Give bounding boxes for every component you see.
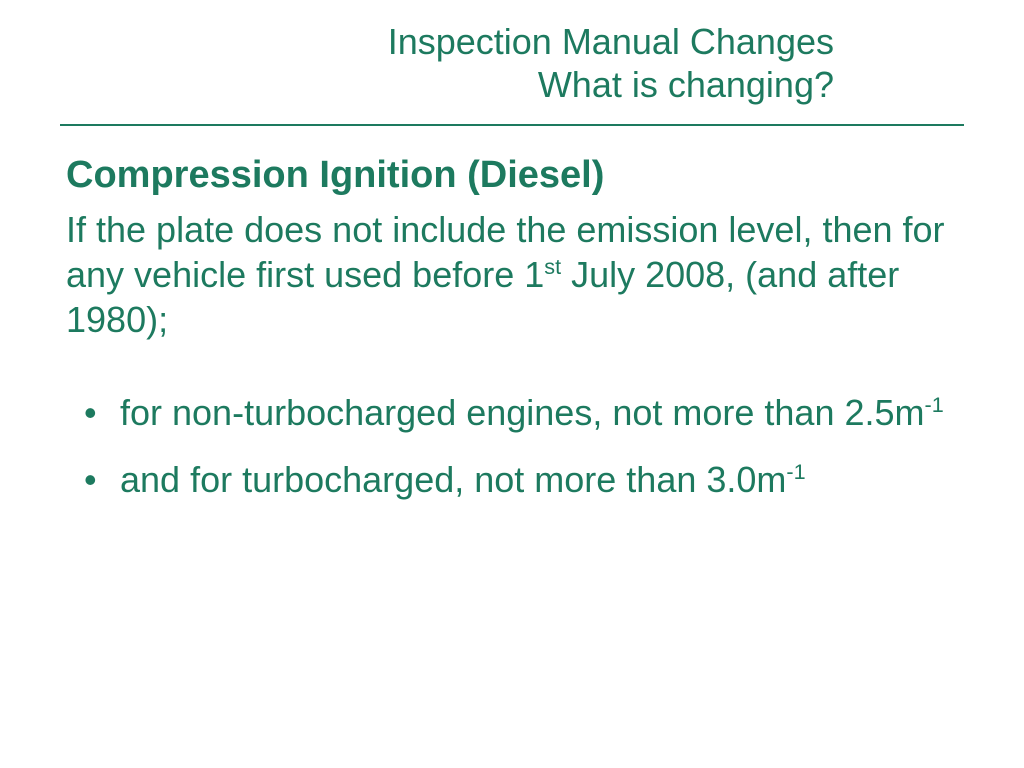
list-item: for non-turbocharged engines, not more t…	[76, 390, 964, 435]
header-divider	[60, 124, 964, 126]
list-item: and for turbocharged, not more than 3.0m…	[76, 457, 964, 502]
slide: Inspection Manual Changes What is changi…	[0, 0, 1024, 768]
bullet-text-pre: for non-turbocharged engines, not more t…	[120, 392, 925, 433]
body-paragraph: If the plate does not include the emissi…	[66, 207, 964, 342]
bullet-list: for non-turbocharged engines, not more t…	[66, 390, 964, 502]
bullet-text-sup: -1	[786, 459, 805, 484]
bullet-text-pre: and for turbocharged, not more than 3.0m	[120, 459, 786, 500]
bullet-text-sup: -1	[925, 392, 944, 417]
slide-content: Compression Ignition (Diesel) If the pla…	[60, 154, 964, 502]
title-line-2: What is changing?	[60, 63, 834, 106]
section-heading: Compression Ignition (Diesel)	[66, 154, 964, 197]
body-text-sup: st	[544, 254, 561, 279]
title-line-1: Inspection Manual Changes	[60, 20, 834, 63]
slide-header: Inspection Manual Changes What is changi…	[60, 20, 964, 106]
